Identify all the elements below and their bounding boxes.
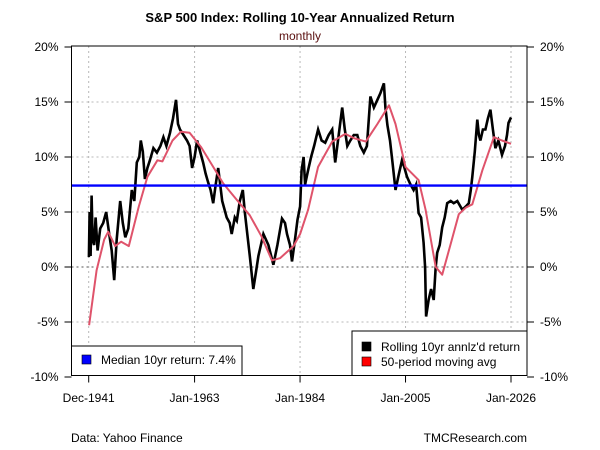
footer-source: Data: Yahoo Finance: [71, 431, 183, 445]
y-tick-label-right: 20%: [540, 40, 564, 54]
y-tick-label-left: -5%: [37, 315, 59, 329]
rolling-return-line: [87, 82, 513, 317]
y-axis-right: 20% 15% 10% 5% 0% -5% -10%: [527, 40, 568, 384]
legend-median: Median 10yr return: 7.4%: [71, 345, 243, 376]
y-tick-label-right: -5%: [540, 315, 562, 329]
plot-frame: [71, 45, 528, 376]
footer-credit: TMCResearch.com: [424, 431, 527, 445]
chart-title: S&P 500 Index: Rolling 10-Year Annualize…: [145, 10, 454, 25]
y-tick-label-left: 5%: [41, 205, 59, 219]
x-tick-label: Jan-2005: [381, 391, 431, 405]
legend-ma-swatch: [361, 356, 372, 367]
legend-median-box: [71, 345, 243, 376]
chart-subtitle: monthly: [279, 29, 321, 43]
x-tick-label: Jan-1963: [170, 391, 220, 405]
legend-median-swatch: [81, 354, 92, 365]
y-tick-label-right: 10%: [540, 150, 564, 164]
y-tick-label-left: -10%: [30, 370, 58, 384]
y-tick-label-left: 0%: [41, 260, 59, 274]
y-tick-label-left: 15%: [34, 95, 58, 109]
y-axis-left: 20% 15% 10% 5% 0% -5% -10%: [30, 40, 72, 384]
legend-median-label: Median 10yr return: 7.4%: [101, 353, 236, 367]
legend-return-label: Rolling 10yr annlz'd return: [381, 340, 520, 354]
legend-return-swatch: [361, 341, 372, 352]
y-tick-label-left: 20%: [34, 40, 58, 54]
legend-series-box: [351, 330, 528, 376]
y-tick-label-right: 5%: [540, 205, 558, 219]
y-tick-label-right: -10%: [540, 370, 568, 384]
moving-average-line: [88, 104, 512, 326]
y-tick-label-right: 0%: [540, 260, 558, 274]
y-tick-label-right: 15%: [540, 95, 564, 109]
x-axis: Dec-1941 Jan-1963 Jan-1984 Jan-2005 Jan-2026: [63, 375, 536, 405]
y-tick-label-left: 10%: [34, 150, 58, 164]
legend-series: Rolling 10yr annlz'd return 50-period mo…: [351, 330, 528, 376]
legend-ma-label: 50-period moving avg: [381, 355, 496, 369]
gridlines: [71, 46, 527, 376]
x-tick-label: Jan-1984: [275, 391, 325, 405]
x-tick-label: Jan-2026: [486, 391, 536, 405]
series-lines: [71, 82, 527, 326]
x-tick-label: Dec-1941: [63, 391, 115, 405]
